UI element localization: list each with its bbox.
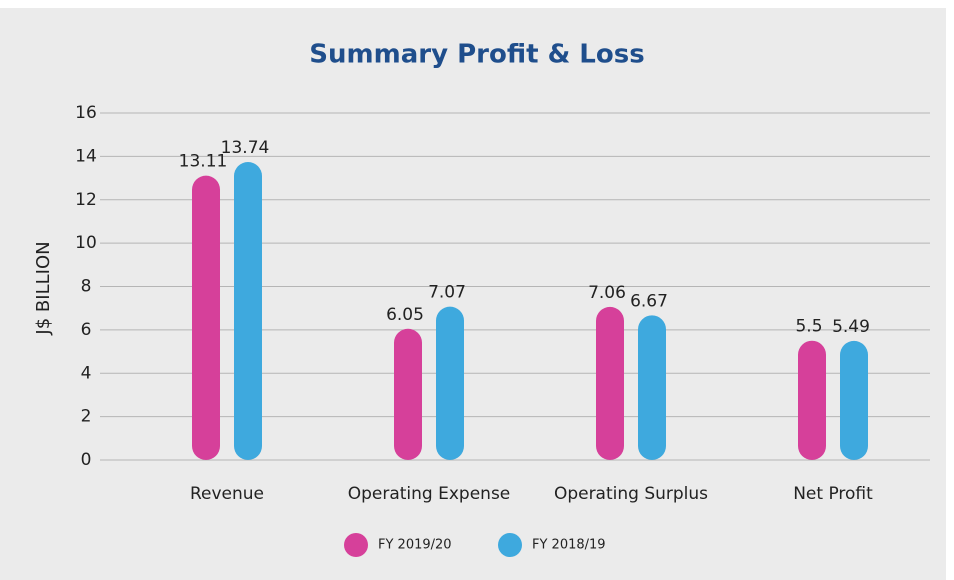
y-tick-label: 14 — [75, 146, 97, 166]
bar — [234, 162, 262, 461]
bar — [192, 175, 220, 460]
legend-label: FY 2018/19 — [532, 538, 606, 553]
y-tick-label: 6 — [81, 320, 92, 340]
bar — [596, 306, 624, 460]
bar — [638, 315, 666, 460]
value-label: 7.07 — [428, 283, 466, 303]
value-label: 13.11 — [179, 152, 228, 172]
legend-label: FY 2019/20 — [378, 538, 452, 553]
chart-title: Summary Profit & Loss — [309, 40, 644, 70]
value-label: 7.06 — [588, 283, 626, 303]
bar — [394, 328, 422, 460]
y-tick-label: 12 — [75, 190, 97, 210]
y-tick-label: 4 — [81, 363, 92, 383]
bar — [436, 306, 464, 460]
y-axis-label: J$ BILLION — [33, 241, 54, 335]
x-tick-label: Operating Expense — [348, 484, 511, 504]
y-tick-label: 2 — [81, 407, 92, 427]
chart-background — [0, 8, 946, 580]
x-tick-label: Net Profit — [793, 484, 873, 504]
y-tick-label: 0 — [81, 450, 92, 470]
bar — [840, 340, 868, 460]
y-tick-label: 10 — [75, 233, 97, 253]
bar — [798, 340, 826, 460]
value-label: 13.74 — [221, 138, 270, 158]
legend-marker — [344, 533, 368, 557]
value-label: 6.67 — [630, 291, 668, 311]
x-tick-label: Revenue — [190, 484, 264, 504]
x-tick-label: Operating Surplus — [554, 484, 708, 504]
legend-marker — [498, 533, 522, 557]
value-label: 6.05 — [386, 305, 424, 325]
y-tick-label: 8 — [81, 277, 92, 297]
value-label: 5.5 — [795, 317, 822, 337]
y-tick-label: 16 — [75, 103, 97, 123]
value-label: 5.49 — [832, 317, 870, 337]
